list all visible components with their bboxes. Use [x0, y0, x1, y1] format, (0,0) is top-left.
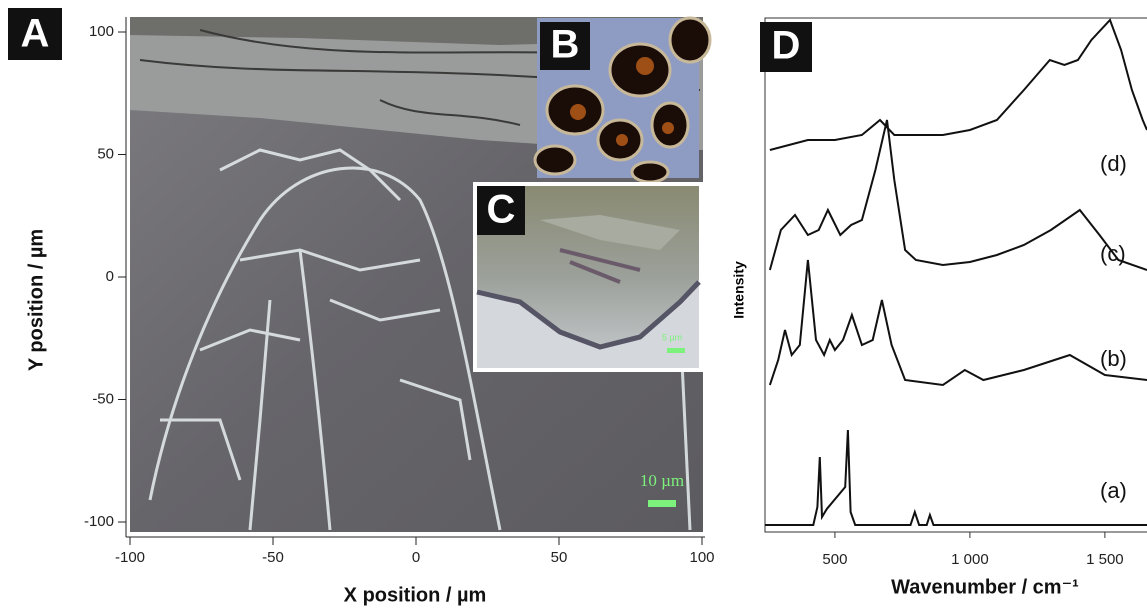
panel-label: A — [21, 12, 50, 56]
series-label: (d) — [1100, 151, 1127, 176]
y-axis-label: Y position / µm — [25, 229, 47, 371]
y-tick-label: -50 — [92, 390, 114, 407]
figure: 10 µm A X position / µm Y position / µm … — [0, 0, 1147, 610]
panel-label: C — [487, 188, 516, 232]
spectrum-line — [765, 430, 1147, 525]
plot-frame — [765, 18, 1147, 532]
series-label: (a) — [1100, 478, 1127, 503]
x-tick-label: 0 — [412, 549, 420, 566]
spectrum-line — [770, 120, 1147, 270]
y-tick-label: -100 — [84, 513, 114, 530]
x-axis-label: Wavenumber / cm⁻¹ — [891, 576, 1079, 598]
spectrum-line — [770, 20, 1147, 150]
spectrum-line — [770, 260, 1147, 385]
scale-bar-label: 10 µm — [640, 471, 684, 490]
series-label: (b) — [1100, 346, 1127, 371]
x-tick-label: -50 — [262, 549, 284, 566]
x-tick-label: 50 — [551, 549, 568, 566]
y-tick-label: 100 — [89, 23, 114, 40]
y-tick-label: 50 — [97, 145, 114, 162]
x-axis-label: X position / µm — [344, 584, 487, 606]
panel-label: B — [551, 23, 580, 67]
x-tick-label: 100 — [689, 549, 714, 566]
scale-bar-label: 5 µm — [662, 332, 682, 342]
series-label: (c) — [1100, 241, 1126, 266]
x-tick-label: 1 500 — [1086, 551, 1124, 568]
panel-label: D — [772, 24, 801, 68]
y-axis-label: Intensity — [731, 261, 747, 319]
y-tick-label: 0 — [106, 268, 114, 285]
x-tick-label: 1 000 — [951, 551, 989, 568]
x-tick-label: -100 — [115, 549, 145, 566]
x-tick-label: 500 — [822, 551, 847, 568]
